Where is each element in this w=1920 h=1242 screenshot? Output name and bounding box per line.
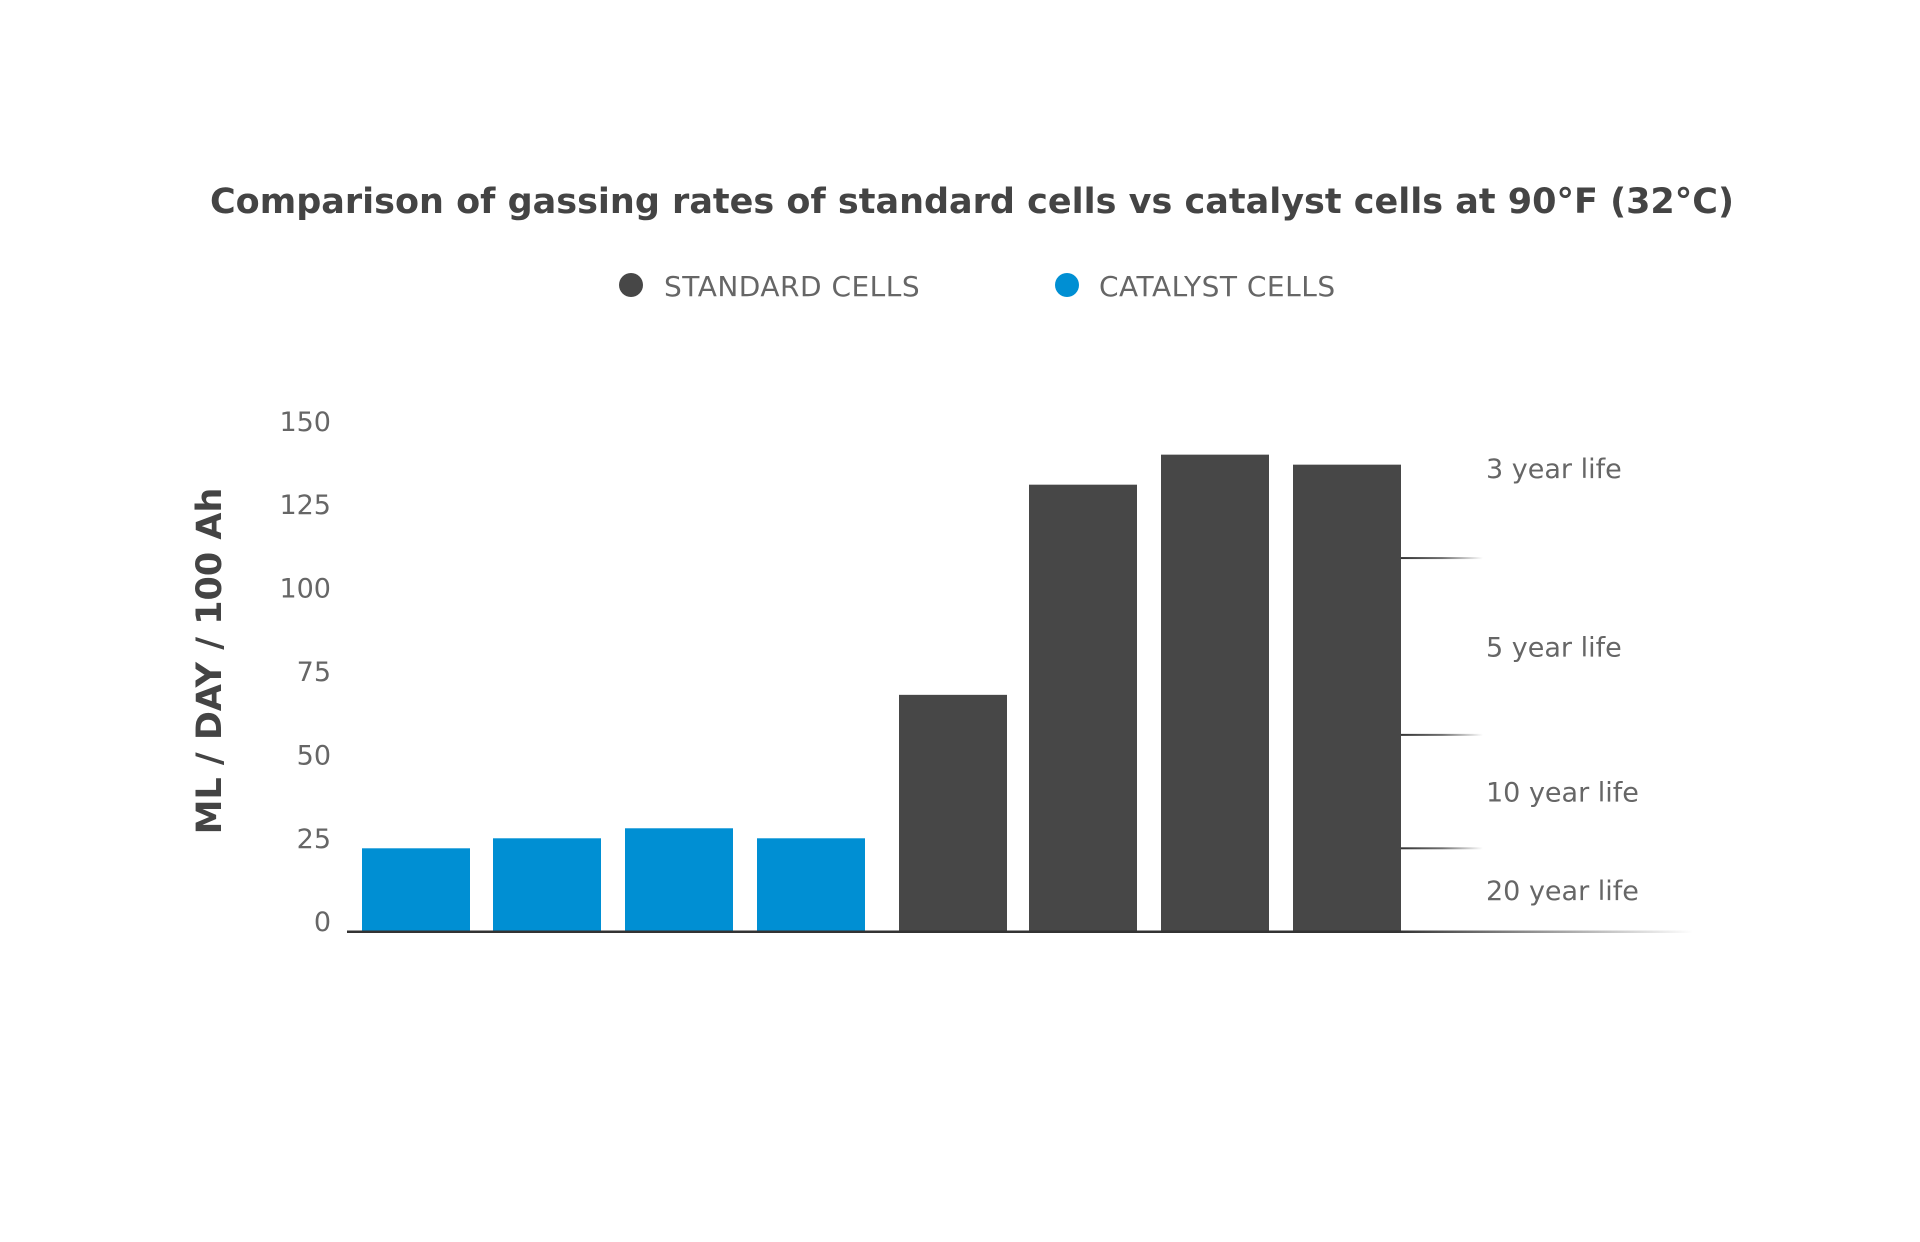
y-axis-ticks: 0 25 50 75 100 125 150 [279, 407, 331, 938]
catalyst-cell-bar [757, 838, 865, 932]
y-tick-label: 25 [297, 824, 331, 855]
catalyst-cell-bar [625, 828, 733, 932]
standard-cell-bar [1029, 484, 1137, 932]
y-tick-label: 125 [279, 490, 331, 521]
standard-cell-bar [899, 694, 1007, 932]
legend-label-standard-cells: STANDARD CELLS [664, 270, 920, 303]
life-zone-label: 10 year life [1486, 778, 1639, 809]
life-zones: 3 year life 5 year life 10 year life 20 yea… [1401, 454, 1639, 907]
y-axis-label: ML / DAY / 100 Ah [190, 488, 230, 835]
x-axis-line [347, 930, 1693, 933]
life-zone-label: 3 year life [1486, 454, 1622, 485]
legend-item-catalyst-cells: CATALYST CELLS [1055, 270, 1336, 303]
legend-label-catalyst-cells: CATALYST CELLS [1099, 270, 1336, 303]
life-zone-label: 20 year life [1486, 876, 1639, 907]
life-zone-label: 5 year life [1486, 632, 1622, 663]
legend: STANDARD CELLS CATALYST CELLS [619, 270, 1336, 303]
standard-cell-bar [1293, 464, 1401, 932]
legend-swatch-catalyst-cells [1055, 273, 1079, 297]
y-tick-label: 0 [314, 907, 331, 938]
legend-swatch-standard-cells [619, 273, 643, 297]
standard-cell-bar [1161, 454, 1269, 932]
y-tick-label: 50 [297, 740, 331, 771]
life-zone-marker [1401, 847, 1483, 850]
life-zone-marker [1401, 557, 1483, 560]
bars [362, 454, 1401, 932]
y-tick-label: 100 [279, 574, 331, 605]
catalyst-cell-bar [362, 848, 470, 932]
y-tick-label: 150 [279, 407, 331, 438]
chart-title: Comparison of gassing rates of standard … [210, 182, 1734, 222]
legend-item-standard-cells: STANDARD CELLS [619, 270, 920, 303]
catalyst-cell-bar [493, 838, 601, 932]
life-zone-marker [1401, 733, 1483, 736]
y-tick-label: 75 [297, 657, 331, 688]
